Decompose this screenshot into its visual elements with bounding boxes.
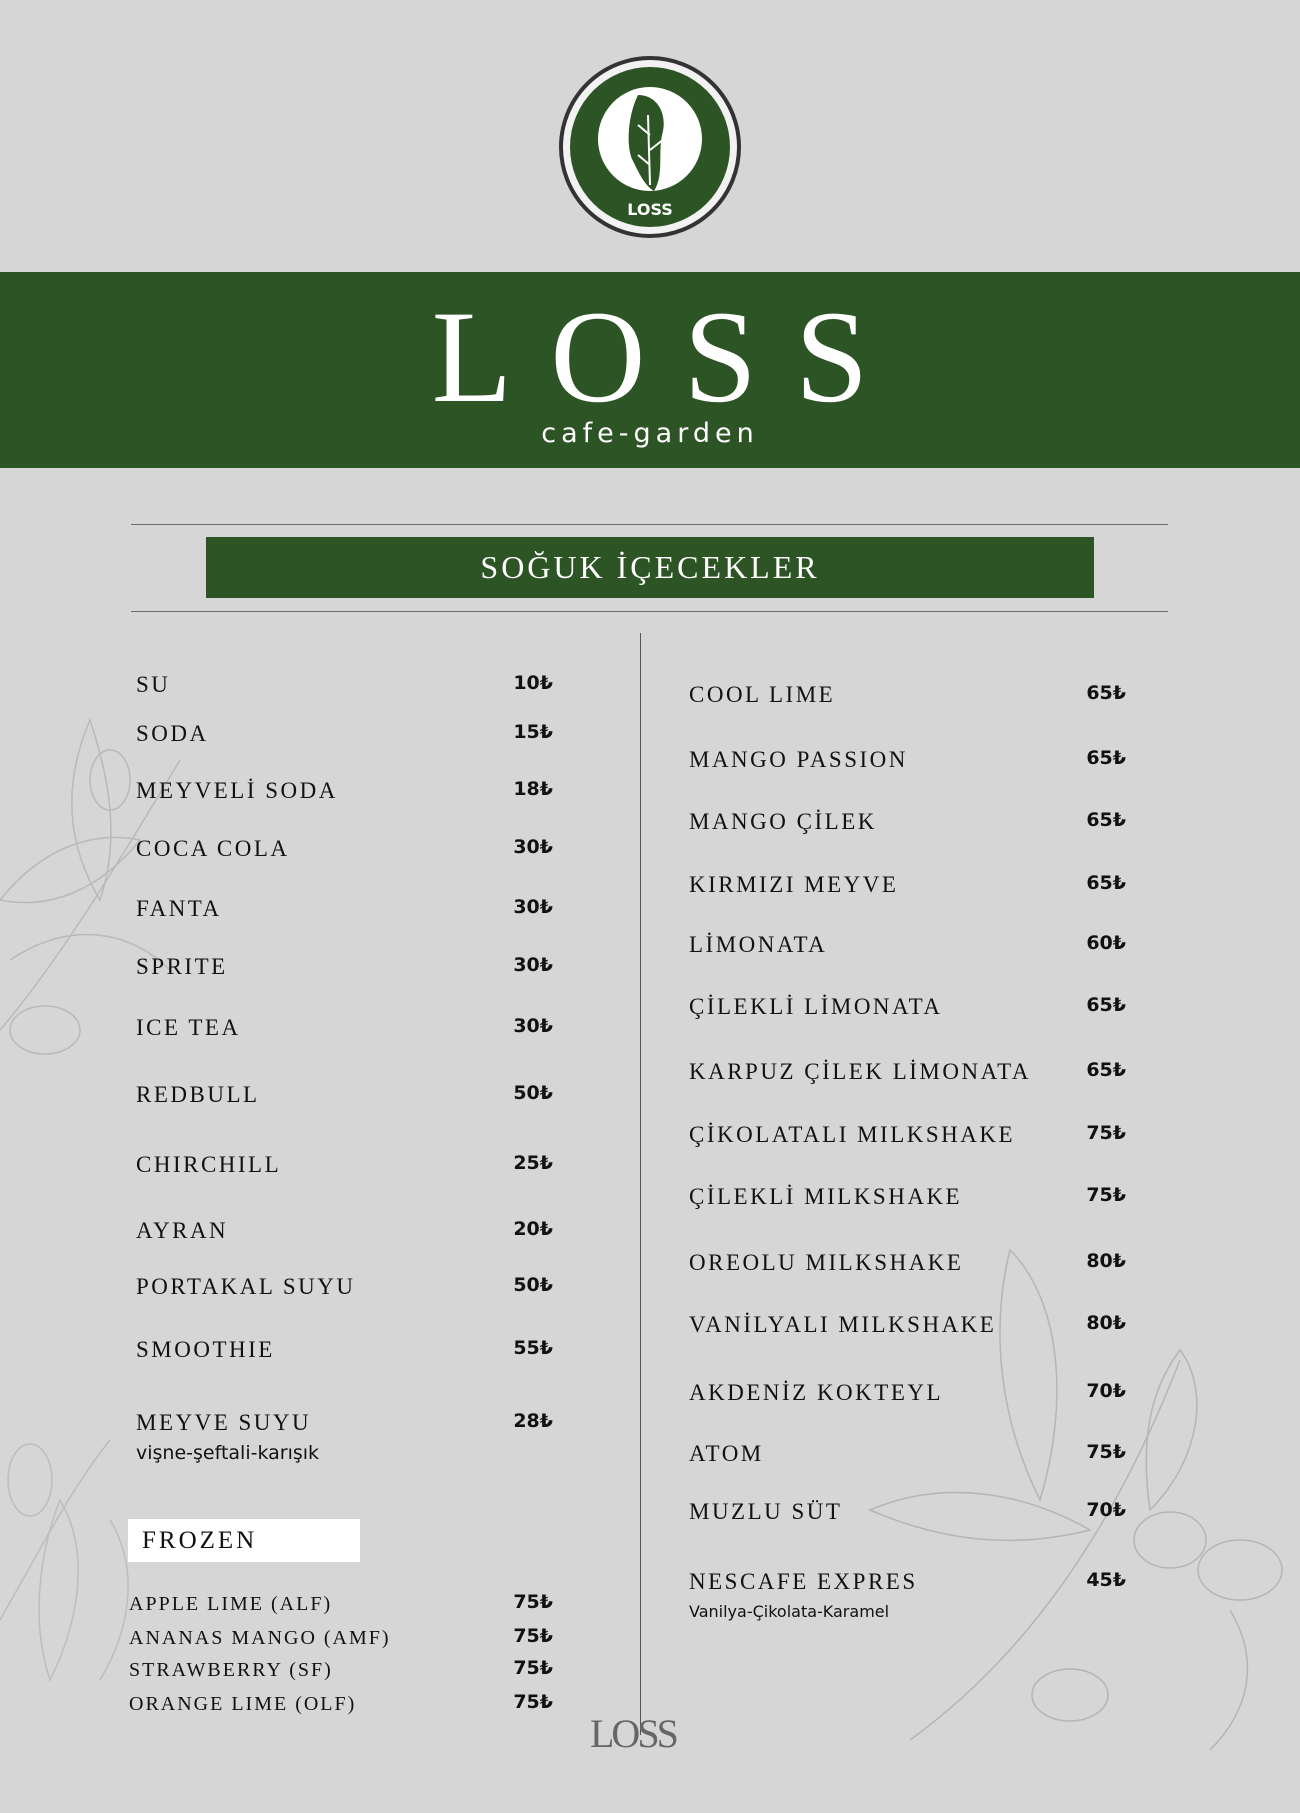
menu-item-price: 30₺ — [513, 954, 553, 976]
menu-item-price: 28₺ — [513, 1410, 553, 1432]
brand-tagline: cafe-garden — [541, 418, 759, 449]
menu-item-price: 75₺ — [1086, 1441, 1126, 1463]
menu-item-price: 80₺ — [1086, 1312, 1126, 1334]
menu-item-note: Vanilya-Çikolata-Karamel — [689, 1602, 890, 1621]
footer-logo: LOSS — [590, 1711, 679, 1756]
menu-item-price: 25₺ — [513, 1152, 553, 1174]
menu-item-name: NESCAFE EXPRES — [689, 1569, 918, 1594]
logo-text: LOSS — [627, 200, 673, 219]
menu-item-price: 65₺ — [1086, 809, 1126, 831]
menu-item-price: 15₺ — [513, 721, 553, 743]
menu-item-price: 45₺ — [1086, 1569, 1126, 1591]
menu-item-price: 75₺ — [513, 1691, 553, 1713]
menu-item-price: 65₺ — [1086, 994, 1126, 1016]
menu-item-price: 20₺ — [513, 1218, 553, 1240]
divider-bottom — [131, 611, 1168, 612]
brand-name: LOSS — [431, 283, 907, 430]
menu-item-price: 65₺ — [1086, 747, 1126, 769]
section-title: SOĞUK İÇECEKLER — [206, 537, 1094, 598]
menu-item-name: MEYVELİ SODA — [136, 778, 338, 803]
menu-item-name: KARPUZ ÇİLEK LİMONATA — [689, 1059, 1031, 1084]
menu-item-price: 10₺ — [513, 672, 553, 694]
menu-item-name: MANGO PASSION — [689, 747, 908, 772]
menu-item-name: ANANAS MANGO (AMF) — [129, 1627, 391, 1649]
cafe-logo: LOSS — [558, 55, 742, 239]
menu-item-name: LİMONATA — [689, 932, 828, 957]
menu-item-price: 75₺ — [513, 1625, 553, 1647]
menu-item-price: 65₺ — [1086, 872, 1126, 894]
menu-item-name: ÇİKOLATALI MILKSHAKE — [689, 1122, 1016, 1147]
menu-item-name: ÇİLEKLİ LİMONATA — [689, 994, 943, 1019]
menu-item-name: REDBULL — [136, 1082, 260, 1107]
menu-item-price: 55₺ — [513, 1337, 553, 1359]
menu-item-name: PORTAKAL SUYU — [136, 1274, 356, 1299]
menu-item-note: vişne-şeftali-karışık — [136, 1442, 320, 1464]
menu-item-name: MANGO ÇİLEK — [689, 809, 877, 834]
menu-item-price: 75₺ — [1086, 1122, 1126, 1144]
menu-item-name: CHIRCHILL — [136, 1152, 282, 1177]
menu-item-price: 18₺ — [513, 778, 553, 800]
menu-item-name: ORANGE LIME (OLF) — [129, 1693, 357, 1715]
menu-item-name: MUZLU SÜT — [689, 1499, 843, 1524]
menu-item-price: 70₺ — [1086, 1499, 1126, 1521]
menu-item-price: 50₺ — [513, 1082, 553, 1104]
menu-item-price: 30₺ — [513, 1015, 553, 1037]
menu-item-name: APPLE LIME (ALF) — [129, 1593, 333, 1615]
frozen-title: FROZEN — [142, 1527, 258, 1554]
menu-item-name: AYRAN — [136, 1218, 229, 1243]
menu-item-name: SPRITE — [136, 954, 228, 979]
menu-item-price: 65₺ — [1086, 1059, 1126, 1081]
menu-item-price: 60₺ — [1086, 932, 1126, 954]
menu-item-price: 30₺ — [513, 896, 553, 918]
menu-item-price: 80₺ — [1086, 1250, 1126, 1272]
menu-item-name: ATOM — [689, 1441, 764, 1466]
menu-item-name: COCA COLA — [136, 836, 290, 861]
menu-item-name: COOL LIME — [689, 682, 836, 707]
menu-item-name: FANTA — [136, 896, 222, 921]
menu-item-name: AKDENİZ KOKTEYL — [689, 1380, 944, 1405]
divider-top — [131, 524, 1168, 525]
frozen-header-box — [128, 1519, 360, 1562]
menu-item-price: 50₺ — [513, 1274, 553, 1296]
menu-item-name: STRAWBERRY (SF) — [129, 1659, 333, 1681]
menu-item-name: SMOOTHIE — [136, 1337, 275, 1362]
menu-item-price: 75₺ — [513, 1657, 553, 1679]
column-divider — [640, 633, 641, 1735]
menu-item-name: OREOLU MILKSHAKE — [689, 1250, 964, 1275]
menu-item-name: KIRMIZI MEYVE — [689, 872, 899, 897]
menu-item-name: ICE TEA — [136, 1015, 241, 1040]
header-band — [0, 272, 1300, 468]
menu-item-name: SODA — [136, 721, 209, 746]
menu-item-name: VANİLYALI MILKSHAKE — [689, 1312, 997, 1337]
menu-item-name: MEYVE SUYU — [136, 1410, 312, 1435]
menu-item-name: SU — [136, 672, 171, 697]
menu-item-name: ÇİLEKLİ MILKSHAKE — [689, 1184, 963, 1209]
menu-item-price: 75₺ — [1086, 1184, 1126, 1206]
menu-item-price: 75₺ — [513, 1591, 553, 1613]
menu-item-price: 70₺ — [1086, 1380, 1126, 1402]
menu-item-price: 30₺ — [513, 836, 553, 858]
menu-item-price: 65₺ — [1086, 682, 1126, 704]
